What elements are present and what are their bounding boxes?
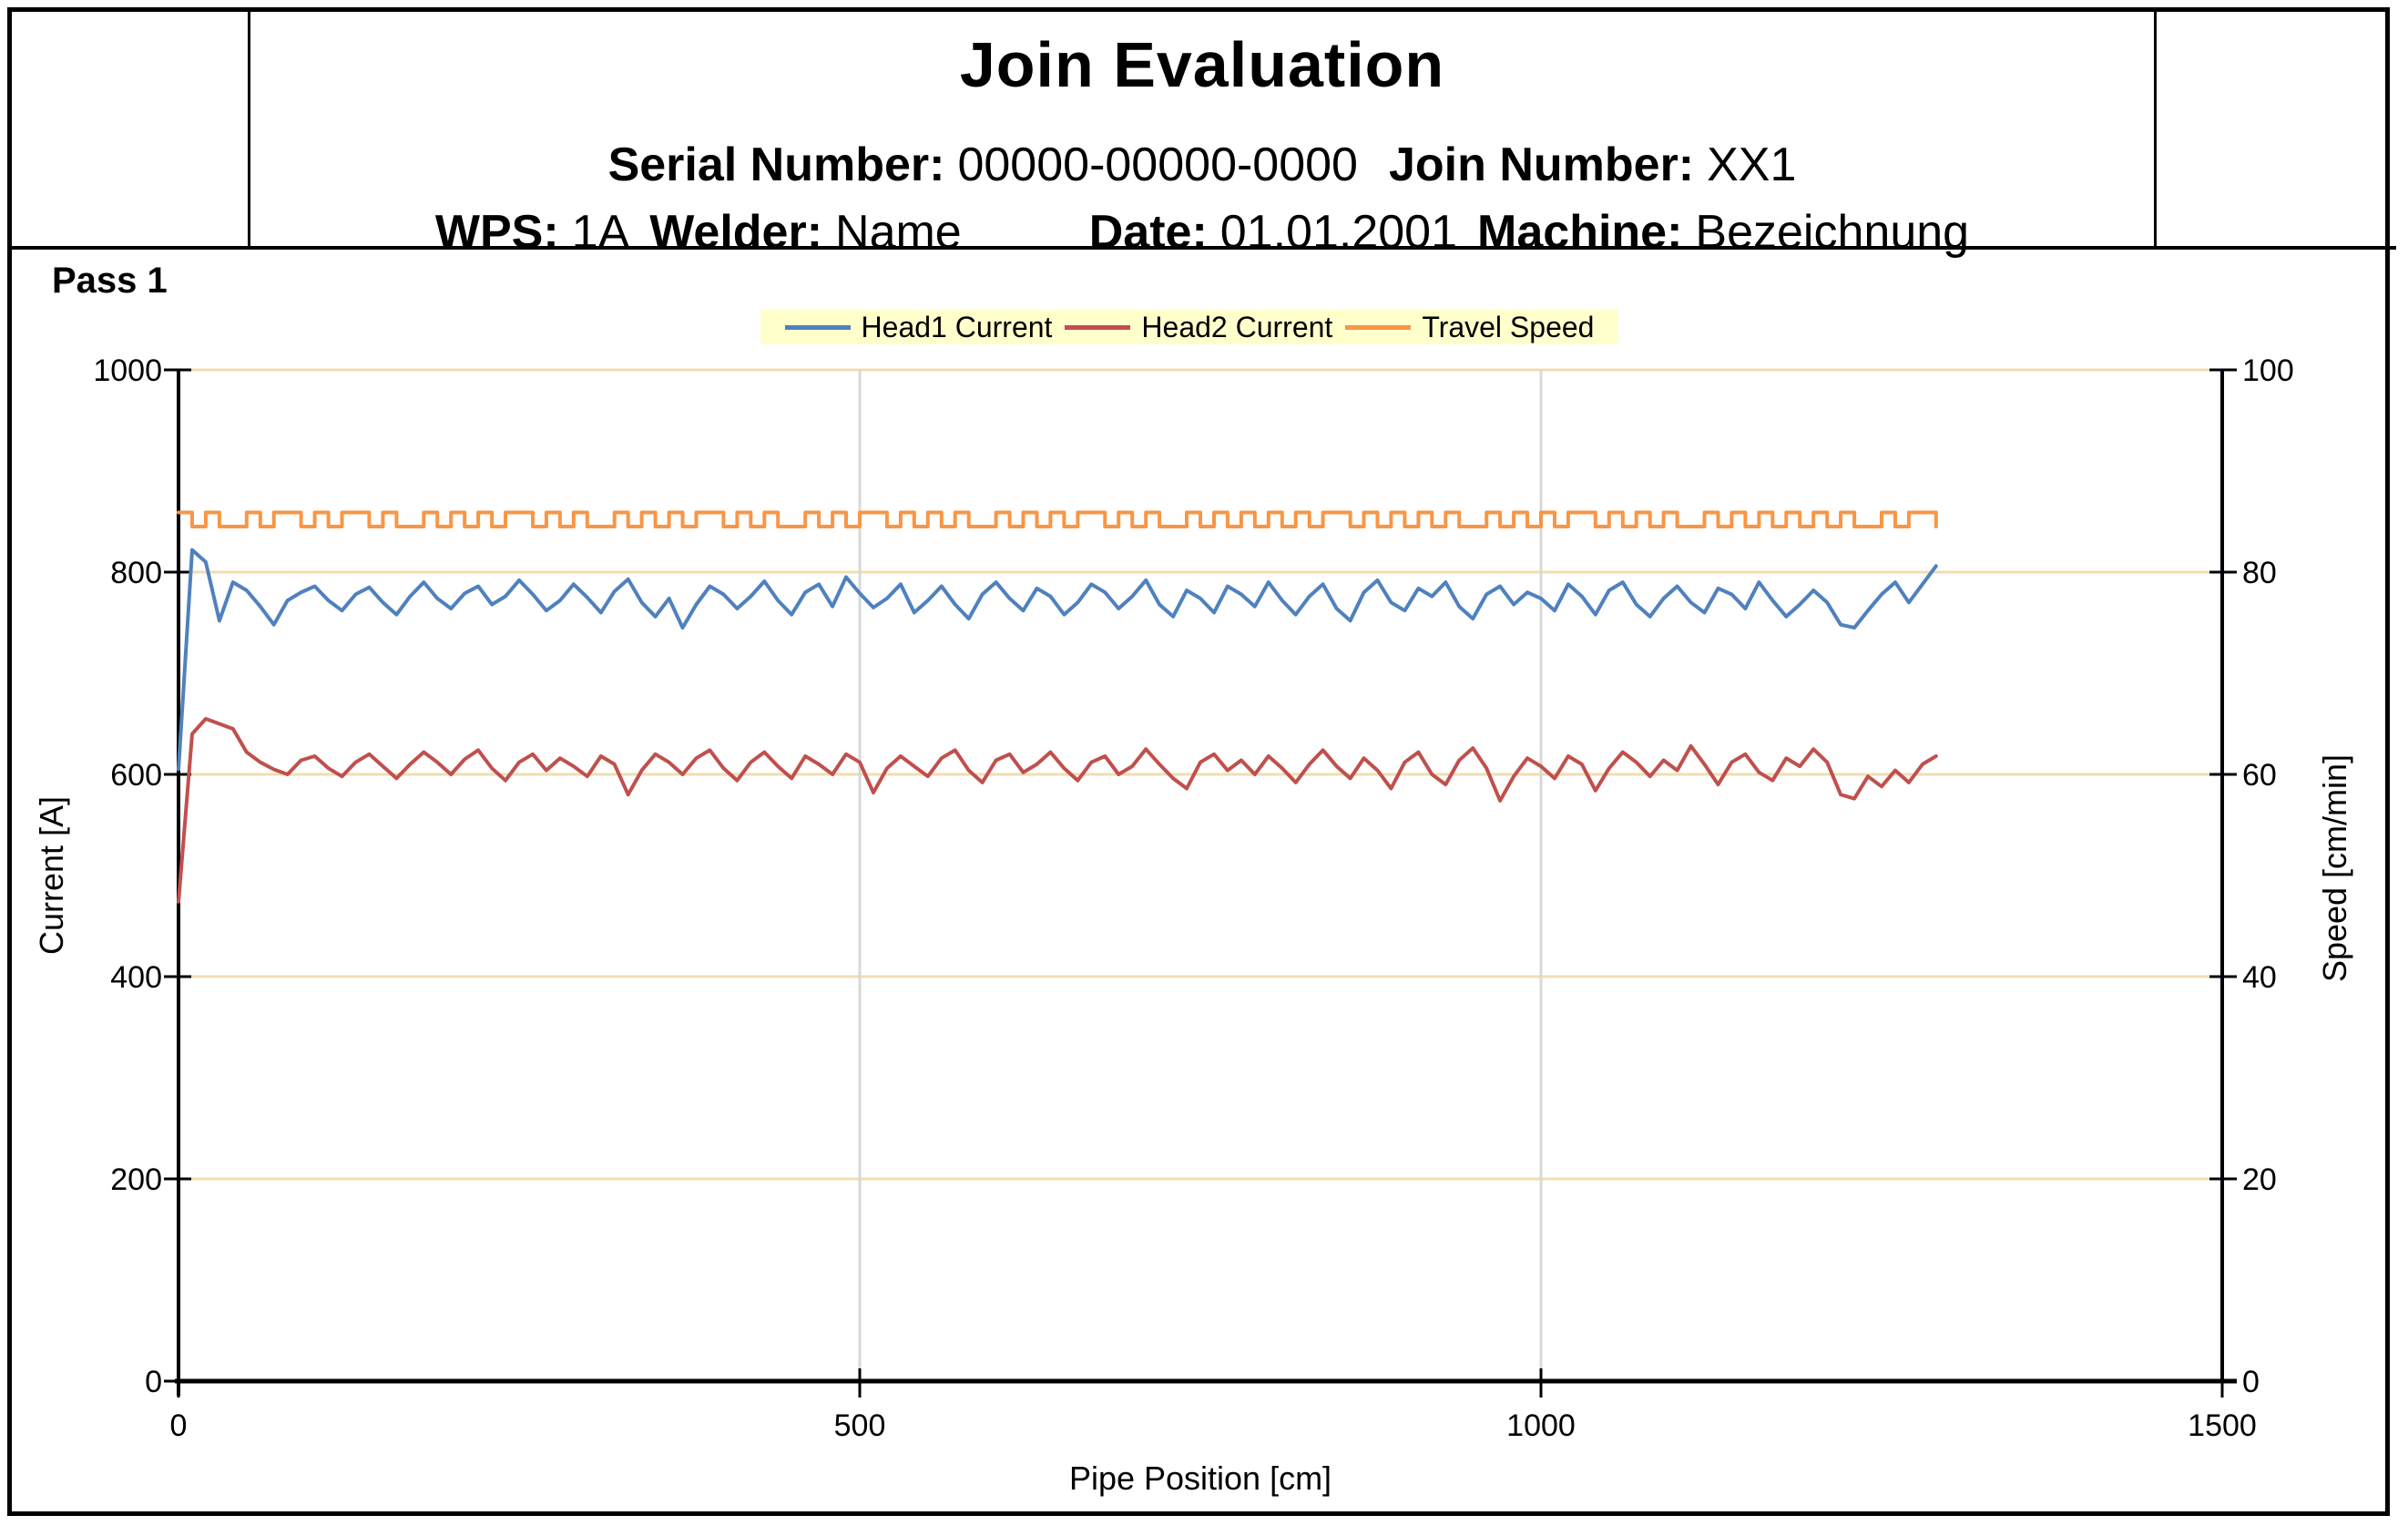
welder-field: Welder: Name [649, 205, 961, 260]
x-tick-label-1500: 1500 [2188, 1408, 2257, 1443]
page-border [7, 7, 2390, 1516]
right-tick-label-20: 20 [2242, 1162, 2277, 1197]
left-tick-label-1000: 1000 [93, 353, 162, 388]
right-tick-label-100: 100 [2242, 353, 2294, 388]
head1-current-line-swatch [784, 324, 851, 330]
head2-current-line [177, 717, 1938, 904]
wps-welder-group: WPS: 1A Welder: Name [435, 205, 962, 260]
head1-current-line [177, 548, 1938, 772]
travel-speed-line [177, 510, 1938, 528]
wps-field: WPS: 1A [435, 205, 629, 260]
header-divider-right [2154, 12, 2157, 246]
join-number-field: Join Number: XX1 [1389, 138, 1796, 192]
x-tick-label-1000: 1000 [1506, 1408, 1576, 1443]
serial-number-value: 00000-00000-0000 [957, 138, 1358, 191]
welder-label: Welder: [649, 206, 823, 259]
head2-current-line-swatch [1065, 324, 1131, 330]
left-tick-label-600: 600 [110, 758, 162, 793]
right-tick-label-60: 60 [2242, 758, 2277, 793]
x-tick-label-500: 500 [834, 1408, 886, 1443]
right-tick-label-80: 80 [2242, 556, 2277, 590]
legend-label-head2-current: Head2 Current [1141, 310, 1333, 343]
join-number-label: Join Number: [1388, 138, 1695, 191]
serial-number-label: Serial Number: [607, 138, 945, 191]
date-value: 01.01.2001 [1219, 206, 1458, 259]
chart-legend: Head1 Current Head2 Current Travel Speed [760, 310, 1618, 344]
machine-value: Bezeichnung [1695, 206, 1970, 259]
join-number-value: XX1 [1707, 138, 1797, 191]
wps-label: WPS: [434, 206, 559, 259]
left-tick-label-400: 400 [110, 960, 162, 995]
wps-value: 1A [571, 206, 630, 259]
page-title: Join Evaluation [959, 29, 1445, 100]
x-tick-label-0: 0 [170, 1408, 188, 1443]
legend-item-head2-current: Head2 Current [1065, 311, 1332, 344]
pass-label: Pass 1 [52, 261, 168, 301]
legend-label-travel-speed: Travel Speed [1422, 310, 1595, 343]
date-machine-group: Date: 01.01.2001 Machine: Bezeichnung [1089, 205, 1969, 260]
machine-label: Machine: [1477, 206, 1683, 259]
legend-item-travel-speed: Travel Speed [1345, 311, 1594, 344]
date-label: Date: [1088, 206, 1208, 259]
legend-label-head1-current: Head1 Current [861, 310, 1053, 343]
report-header: Join Evaluation Serial Number: 00000-000… [12, 12, 2396, 259]
date-field: Date: 01.01.2001 [1089, 205, 1457, 260]
left-axis-title: Current [A] [33, 795, 70, 956]
x-axis-title: Pipe Position [cm] [1068, 1459, 1332, 1497]
left-tick-label-0: 0 [145, 1365, 162, 1399]
travel-speed-line-swatch [1345, 324, 1412, 330]
header-center-cell: Join Evaluation Serial Number: 00000-000… [250, 12, 2154, 259]
right-tick-label-40: 40 [2242, 960, 2277, 995]
welder-value: Name [835, 206, 962, 259]
machine-field: Machine: Bezeichnung [1477, 205, 1969, 260]
right-tick-label-0: 0 [2242, 1365, 2260, 1399]
legend-item-head1-current: Head1 Current [784, 310, 1053, 344]
serial-number-field: Serial Number: 00000-00000-0000 [608, 138, 1358, 192]
left-tick-label-200: 200 [110, 1162, 162, 1197]
left-tick-label-800: 800 [110, 556, 162, 590]
header-divider-left [248, 12, 250, 246]
header-info-line-2: WPS: 1A Welder: Name Date: 01.01.2001 Ma… [250, 205, 2154, 260]
header-info-line-1: Serial Number: 00000-00000-0000 Join Num… [250, 138, 2154, 192]
right-axis-title: Speed [cm/min] [2316, 753, 2353, 983]
